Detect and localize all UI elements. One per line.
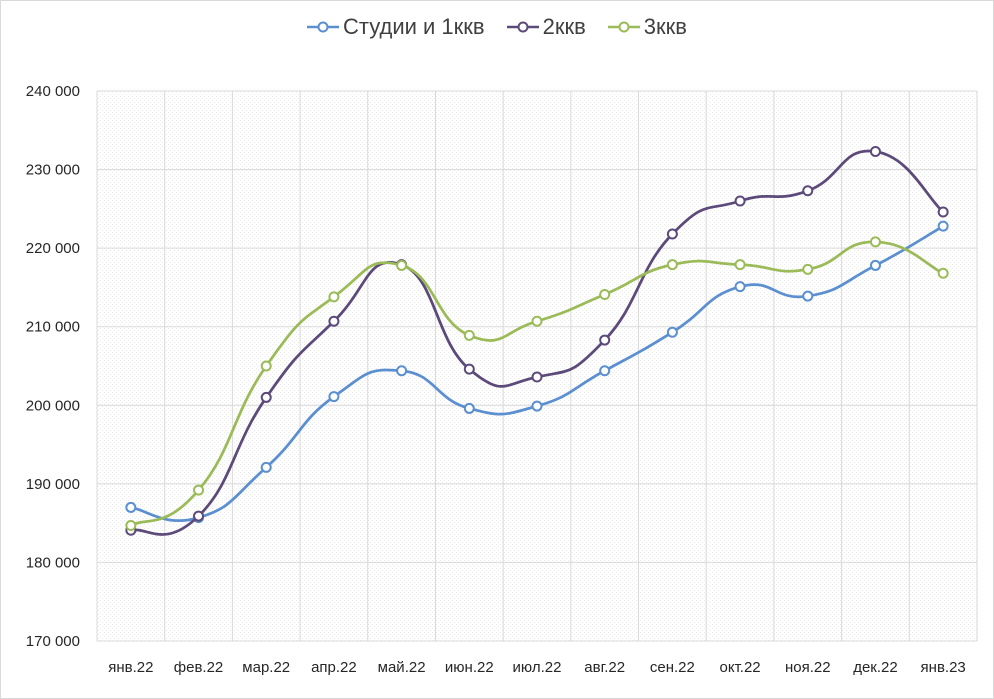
data-point-1 [328, 315, 340, 327]
data-point-2 [599, 289, 611, 300]
data-point-1 [734, 195, 746, 207]
data-point-2 [531, 315, 543, 327]
x-tick-label: ноя.22 [785, 659, 831, 676]
y-tick-label: 200 000 [26, 397, 80, 414]
x-tick-label: янв.23 [921, 659, 966, 676]
y-tick-label: 180 000 [26, 554, 80, 571]
data-point-2 [869, 236, 881, 248]
data-point-1 [869, 146, 881, 157]
y-tick-label: 210 000 [26, 319, 80, 336]
data-point-0 [869, 259, 881, 271]
x-tick-label: фев.22 [174, 659, 224, 676]
data-point-0 [396, 365, 408, 377]
data-point-2 [734, 259, 746, 271]
y-tick-label: 190 000 [26, 476, 80, 493]
y-tick-label: 240 000 [26, 83, 80, 100]
data-point-0 [937, 220, 949, 232]
data-point-2 [463, 329, 475, 341]
data-point-1 [802, 185, 814, 197]
legend-label-studios: Студии и 1ккв [343, 14, 485, 39]
data-point-0 [802, 290, 814, 302]
x-tick-label: окт.22 [720, 659, 761, 676]
data-point-0 [260, 461, 272, 473]
data-point-0 [531, 400, 543, 412]
y-tick-label: 170 000 [26, 633, 80, 650]
data-point-1 [937, 206, 949, 218]
data-point-2 [937, 267, 949, 279]
data-point-2 [260, 360, 272, 372]
y-axis: 170 000 180 000 190 000 200 000 210 000 220 0… [26, 83, 80, 650]
legend-marker-studios [307, 21, 340, 33]
data-point-1 [666, 228, 678, 240]
legend-label-2room: 2ккв [542, 14, 586, 39]
legend-label-3room: 3ккв [643, 14, 687, 39]
x-tick-label: апр.22 [311, 659, 357, 676]
data-point-1 [193, 510, 205, 522]
y-tick-label: 220 000 [26, 240, 80, 257]
data-point-0 [125, 501, 137, 513]
data-point-0 [666, 326, 678, 338]
x-tick-label: июн.22 [445, 659, 494, 676]
x-tick-label: янв.22 [108, 659, 153, 676]
x-tick-label: мар.22 [242, 659, 290, 676]
data-point-1 [260, 391, 272, 403]
y-tick-label: 230 000 [26, 162, 80, 179]
data-point-0 [734, 281, 746, 293]
legend-marker-3room [607, 21, 640, 33]
plot-area [97, 91, 977, 641]
data-point-2 [666, 259, 678, 271]
data-point-1 [531, 371, 543, 383]
legend-item-studios: Студии и 1ккв [307, 14, 485, 40]
data-point-1 [599, 334, 611, 346]
data-point-2 [193, 484, 205, 496]
legend-marker-2room [506, 21, 539, 33]
legend: Студии и 1ккв 2ккв 3ккв [0, 14, 994, 40]
data-point-2 [802, 263, 814, 275]
legend-item-3room: 3ккв [607, 14, 687, 40]
series-group [125, 146, 949, 536]
data-point-2 [396, 259, 408, 271]
legend-item-2room: 2ккв [506, 14, 586, 40]
x-tick-label: июл.22 [513, 659, 562, 676]
data-point-0 [599, 365, 611, 377]
x-tick-label: май.22 [378, 659, 426, 676]
x-tick-label: сен.22 [650, 659, 695, 676]
data-point-0 [463, 402, 475, 414]
x-tick-label: дек.22 [853, 659, 898, 676]
data-point-1 [463, 363, 475, 375]
x-tick-label: авг.22 [584, 659, 625, 676]
data-point-0 [328, 391, 340, 403]
data-point-2 [125, 520, 137, 531]
x-axis: янв.22 фев.22 мар.22 апр.22 май.22 июн.22 июл.… [108, 659, 966, 676]
data-point-2 [328, 291, 340, 303]
